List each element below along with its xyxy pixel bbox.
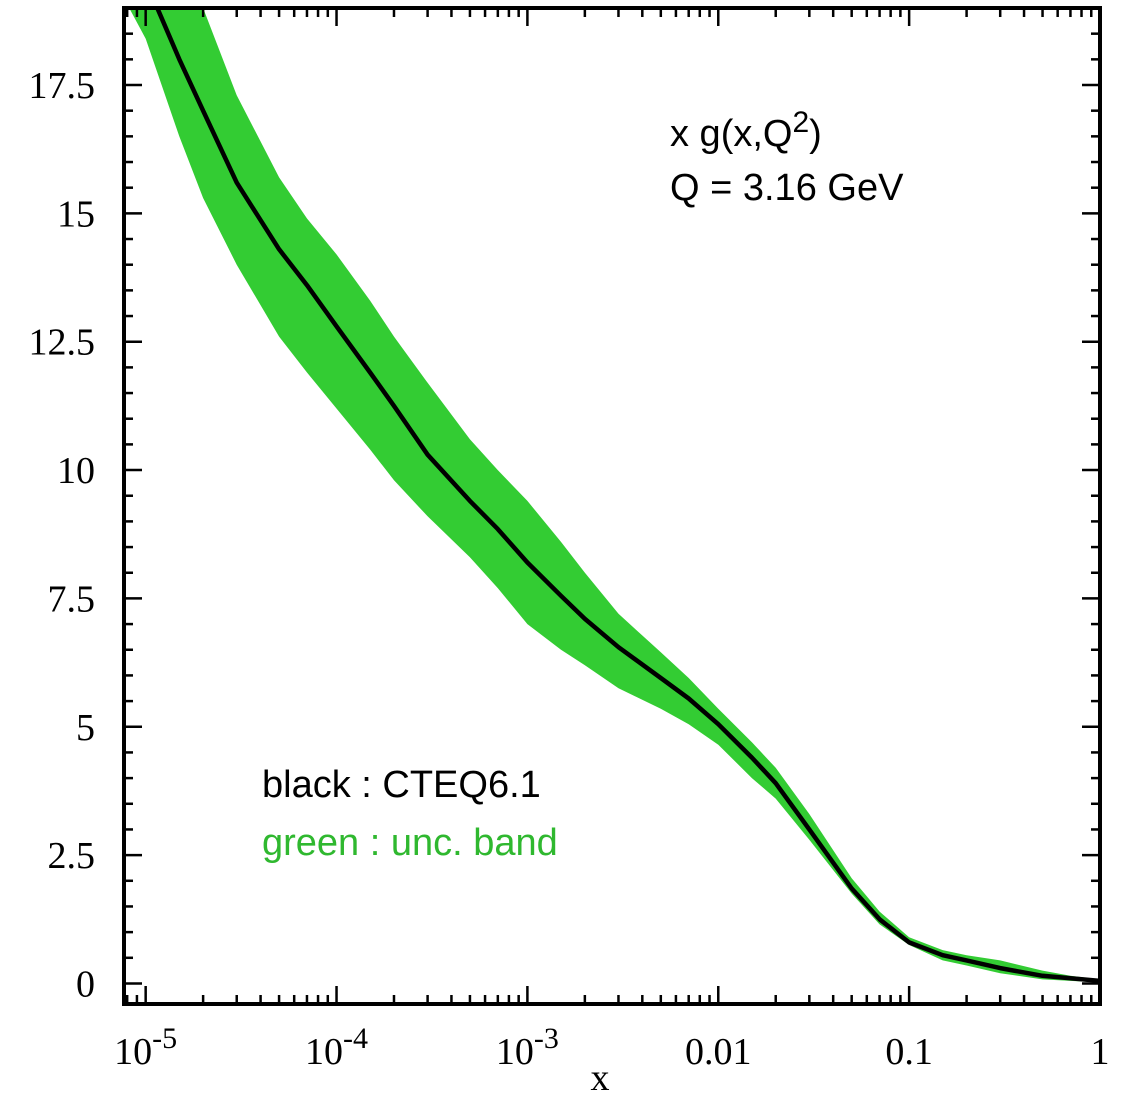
y-tick-label: 12.5 xyxy=(29,322,96,364)
annotation-quantity-sup: 2 xyxy=(792,106,809,139)
annotation-quantity: x g(x,Q2) xyxy=(670,106,822,155)
x-tick-label: 10-5 xyxy=(114,1022,177,1073)
plot-frame xyxy=(122,6,1102,1006)
y-tick-label: 7.5 xyxy=(48,578,96,620)
central-curve xyxy=(155,8,1100,984)
y-tick-label: 17.5 xyxy=(29,65,96,107)
annotation-quantity-prefix: x g(x,Q xyxy=(670,113,792,155)
axis-ticks xyxy=(124,6,1102,1004)
y-tick-label: 10 xyxy=(57,450,95,492)
y-tick-label: 5 xyxy=(76,707,95,749)
legend-central: black : CTEQ6.1 xyxy=(262,764,541,806)
x-tick-label: 0.1 xyxy=(885,1031,933,1073)
uncertainty-band xyxy=(129,8,1100,983)
annotation-quantity-suffix: ) xyxy=(809,113,822,155)
x-tick-label: 1 xyxy=(1091,1031,1110,1073)
annotation-scale: Q = 3.16 GeV xyxy=(670,167,904,209)
y-tick-label: 2.5 xyxy=(48,835,96,877)
x-tick-label: 10-4 xyxy=(305,1022,368,1073)
plot-area xyxy=(129,8,1100,984)
y-tick-label: 0 xyxy=(76,963,95,1005)
x-axis-label: x xyxy=(591,1057,610,1094)
legend-band: green : unc. band xyxy=(262,822,558,864)
x-tick-label: 0.01 xyxy=(685,1031,752,1073)
y-tick-label: 15 xyxy=(57,193,95,235)
x-tick-label: 10-3 xyxy=(496,1022,559,1073)
